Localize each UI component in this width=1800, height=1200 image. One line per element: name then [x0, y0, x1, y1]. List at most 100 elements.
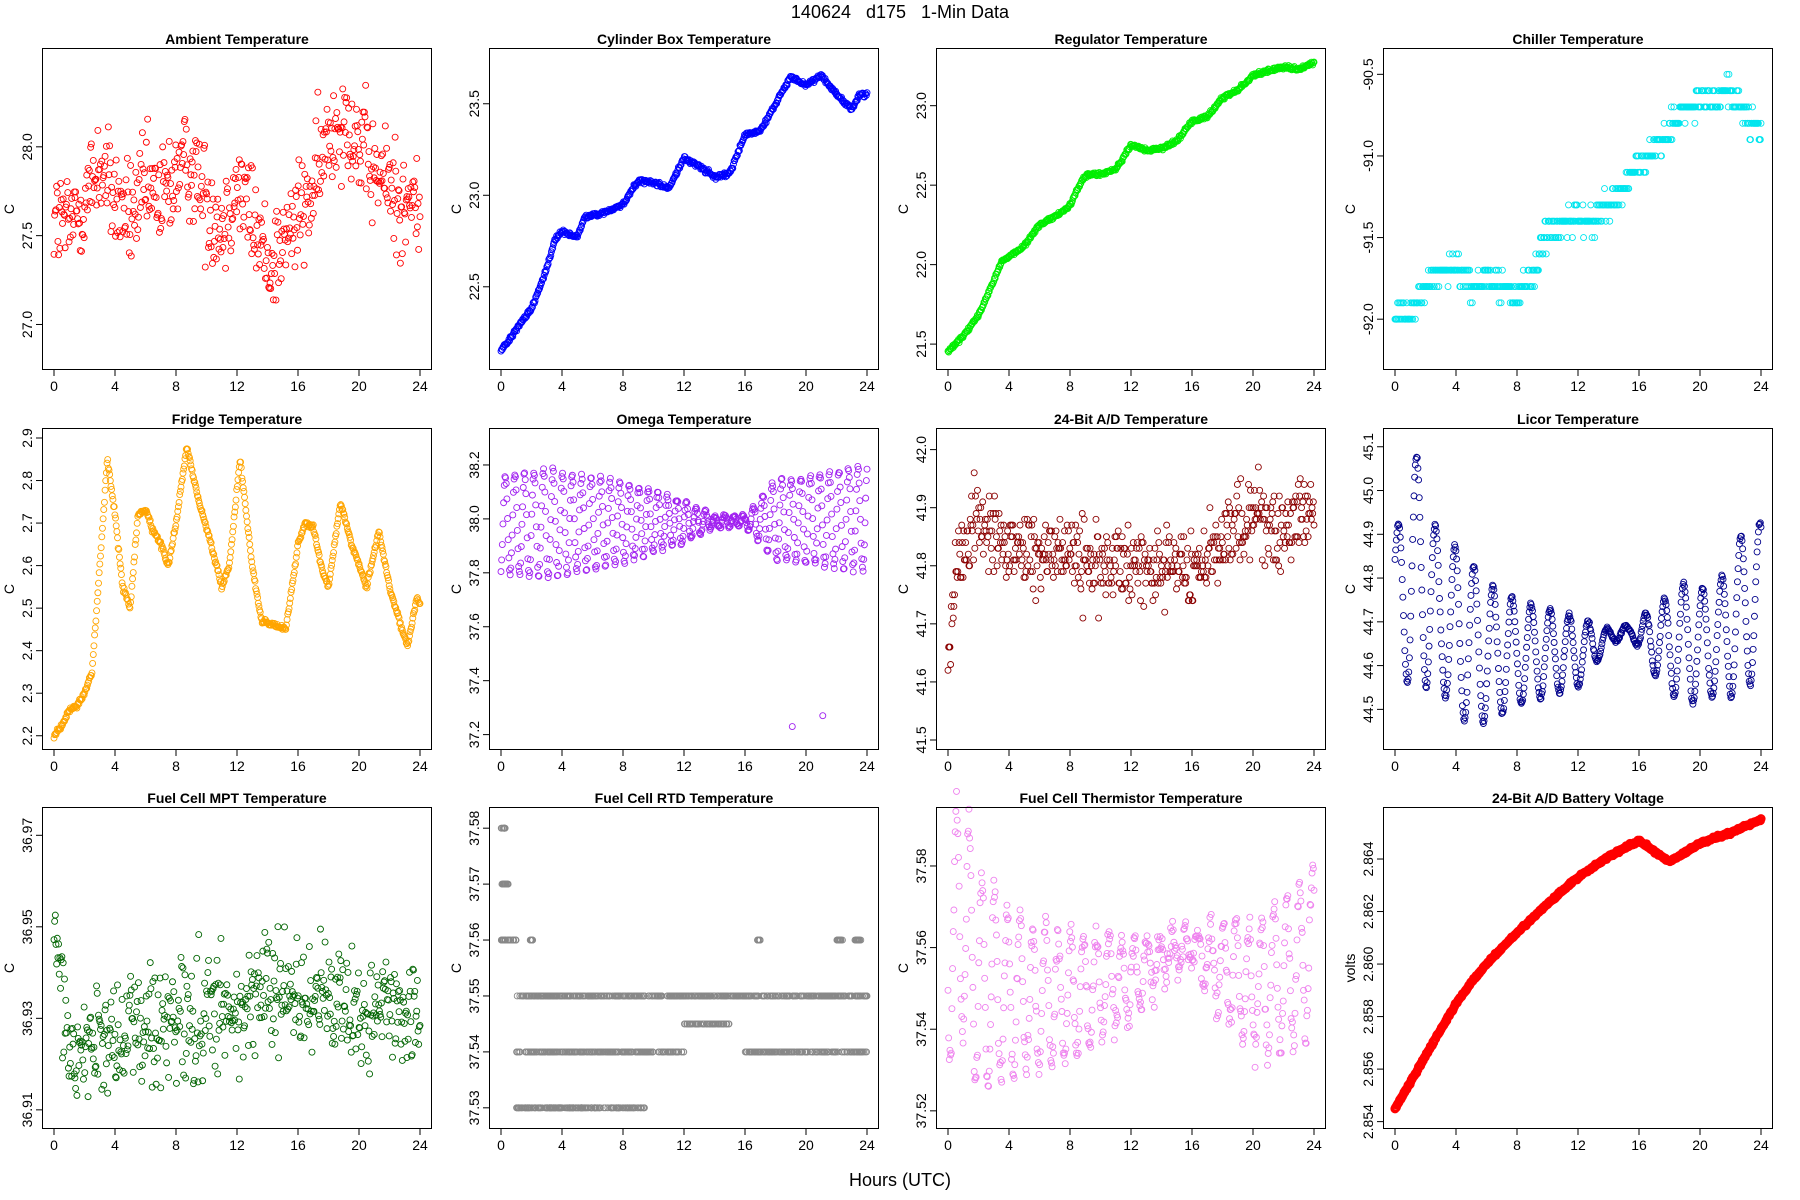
- point-omega-149: [595, 508, 603, 516]
- point-ad24-517: [1283, 521, 1290, 529]
- point-omega-160: [602, 561, 610, 569]
- point-ad24-504: [1274, 510, 1282, 517]
- point-ad24-536: [1295, 539, 1303, 546]
- point-ambient-274: [229, 174, 237, 181]
- point-ambient-51: [83, 206, 91, 214]
- point-chiller-265: [1565, 201, 1572, 209]
- point-ad24-216: [1085, 579, 1093, 587]
- point-fcmpt-167: [159, 1025, 167, 1033]
- point-ad24-439: [1231, 510, 1239, 517]
- point-fcmpt-35: [73, 1091, 81, 1099]
- point-fridge-65: [93, 607, 101, 615]
- point-ad24-463: [1247, 504, 1255, 512]
- point-omega-528: [843, 496, 851, 504]
- point-chiller-98: [1455, 266, 1463, 274]
- point-ad24-364: [1182, 573, 1190, 581]
- point-fridge-185: [171, 525, 179, 533]
- point-omega-89: [555, 547, 563, 554]
- point-ambient-383: [301, 170, 309, 178]
- point-omega-115: [572, 565, 580, 573]
- point-omega-162: [603, 537, 611, 545]
- point-ad24-545: [1301, 539, 1309, 546]
- point-licor-213: [1531, 628, 1538, 636]
- point-ad24-94: [1006, 562, 1014, 570]
- point-ad24-353: [1175, 568, 1183, 576]
- point-fcmpt-25: [66, 1059, 74, 1067]
- point-cylinder-275: [677, 161, 685, 169]
- y-tick-label: 22.5: [913, 171, 929, 198]
- point-chiller-127: [1474, 266, 1482, 274]
- point-ad24-516: [1282, 510, 1290, 517]
- point-fcmpt-151: [149, 978, 157, 986]
- point-ambient-38: [75, 200, 83, 208]
- point-ad24-310: [1147, 568, 1155, 576]
- point-fcmpt-272: [228, 1026, 236, 1034]
- point-fridge-76: [100, 506, 108, 514]
- point-omega-437: [783, 554, 791, 561]
- point-ambient-431: [332, 163, 340, 171]
- point-regulator-552: [1305, 59, 1313, 67]
- point-licor-403: [1655, 647, 1663, 655]
- point-ad24-445: [1235, 539, 1243, 546]
- series-ambient: [50, 81, 424, 304]
- point-fcmpt-196: [178, 1058, 186, 1066]
- point-omega-442: [786, 481, 794, 489]
- point-licor-37: [1415, 494, 1423, 502]
- point-ambient-71: [97, 160, 104, 168]
- x-tick-label: 20: [351, 378, 367, 394]
- point-fridge-274: [229, 522, 237, 530]
- point-omega-412: [767, 496, 775, 504]
- point-ad24-22: [958, 539, 966, 546]
- point-ad24-281: [1128, 591, 1136, 599]
- point-fridge-273: [229, 528, 237, 536]
- point-omega-461: [799, 508, 807, 516]
- point-ad24-497: [1269, 556, 1277, 564]
- point-ambient-546: [408, 213, 415, 221]
- point-ambient-316: [257, 241, 265, 249]
- point-ambient-197: [179, 138, 187, 146]
- point-licor-217: [1533, 667, 1541, 675]
- point-omega-417: [770, 505, 778, 513]
- point-fcmpt-73: [98, 1085, 106, 1093]
- point-licor-26: [1408, 562, 1416, 570]
- series-omega: [497, 462, 871, 730]
- point-ambient-555: [413, 223, 421, 231]
- point-omega-189: [621, 559, 629, 567]
- point-fridge-481: [365, 569, 373, 577]
- point-omega-57: [534, 572, 542, 580]
- point-fcmpt-251: [214, 979, 222, 987]
- point-ambient-400: [312, 117, 320, 125]
- point-ambient-437: [336, 128, 344, 136]
- point-licor-161: [1496, 698, 1504, 706]
- point-fridge-541: [404, 638, 412, 646]
- point-fridge-404: [315, 548, 322, 556]
- point-ambient-95: [112, 156, 120, 164]
- point-ambient-477: [362, 185, 370, 193]
- point-ad24-484: [1261, 562, 1269, 570]
- point-fridge-303: [248, 563, 256, 571]
- point-licor-551: [1752, 578, 1760, 586]
- point-fcmpt-155: [152, 1029, 159, 1037]
- point-ad24-74: [993, 533, 1000, 541]
- point-omega-264: [670, 526, 678, 534]
- point-omega-79: [549, 464, 557, 472]
- point-fridge-297: [245, 529, 252, 537]
- point-cylinder-13: [506, 337, 513, 345]
- point-ambient-356: [283, 203, 291, 211]
- point-ad24-357: [1178, 550, 1186, 558]
- point-ambient-364: [288, 202, 296, 210]
- point-fcmpt-29: [69, 1040, 77, 1048]
- point-licor-432: [1674, 656, 1682, 664]
- point-ad24-323: [1156, 550, 1163, 558]
- point-ambient-138: [140, 169, 148, 177]
- point-fcmpt-80: [102, 1060, 110, 1068]
- point-licor-304: [1590, 647, 1598, 655]
- point-licor-489: [1711, 667, 1719, 675]
- point-omega-11: [504, 536, 512, 544]
- point-chiller-305: [1591, 234, 1599, 242]
- point-licor-318: [1599, 634, 1607, 641]
- point-omega-114: [572, 553, 580, 561]
- point-omega-286: [684, 511, 692, 518]
- point-ambient-27: [68, 195, 76, 202]
- point-ambient-506: [381, 122, 389, 130]
